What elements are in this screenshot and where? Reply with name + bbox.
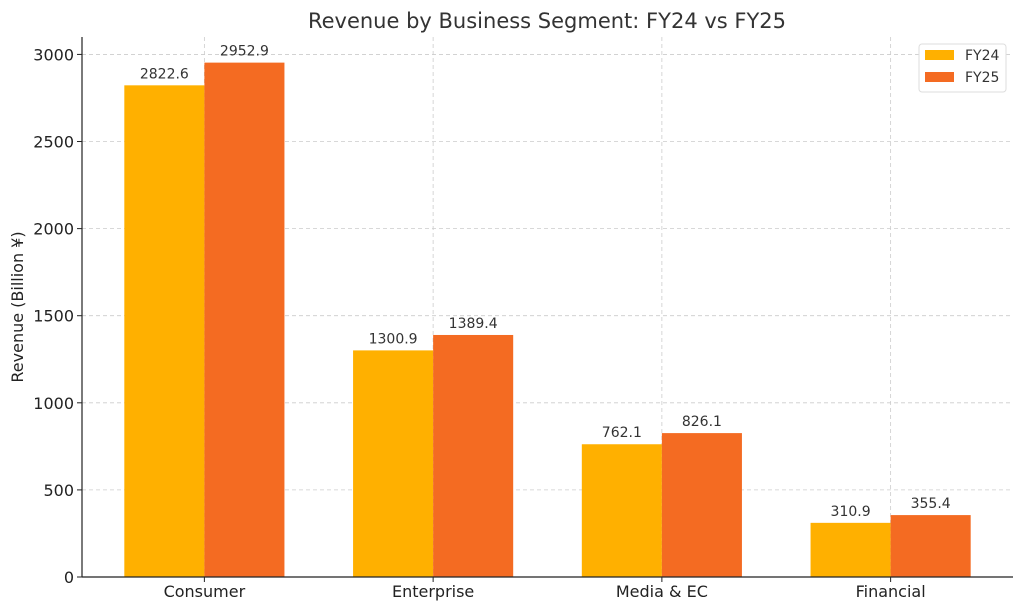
bar-fy25 xyxy=(890,515,971,577)
data-label: 1389.4 xyxy=(449,316,498,332)
y-tick-label: 500 xyxy=(43,481,74,500)
legend-swatch-fy24 xyxy=(925,50,954,60)
bar-fy24 xyxy=(353,350,434,577)
x-tick-label: Financial xyxy=(856,582,926,601)
data-label: 355.4 xyxy=(911,496,951,512)
bar-fy25 xyxy=(204,62,285,577)
data-label: 310.9 xyxy=(831,504,871,520)
y-tick-label: 0 xyxy=(64,568,74,587)
data-label: 1300.9 xyxy=(369,331,418,347)
x-tick-label: Enterprise xyxy=(392,582,474,601)
data-label: 2952.9 xyxy=(220,44,269,60)
y-tick-label: 1000 xyxy=(33,394,74,413)
legend-label: FY25 xyxy=(965,70,999,86)
data-label: 762.1 xyxy=(602,425,642,441)
bars: 2822.6 1300.9 762.1 310.9 2952.9 1389.4 826.1 3… xyxy=(124,44,971,577)
bar-fy24 xyxy=(124,85,205,577)
legend-swatch-fy25 xyxy=(925,72,954,82)
y-tick-label: 3000 xyxy=(33,45,74,64)
x-tick-label: Consumer xyxy=(164,582,246,601)
x-tick-label: Media & EC xyxy=(616,582,708,601)
y-axis-label: Revenue (Billion ¥) xyxy=(8,231,27,382)
bar-fy25 xyxy=(433,334,514,577)
legend: FY24 FY25 xyxy=(918,43,1007,93)
axes: 0 500 1000 1500 2000 2500 3000 Consumer Enterpri… xyxy=(33,37,1013,601)
bar-fy24 xyxy=(581,444,662,577)
legend-label: FY24 xyxy=(965,48,1000,64)
bar-fy24 xyxy=(810,522,891,577)
chart-title: Revenue by Business Segment: FY24 vs FY2… xyxy=(308,9,786,33)
y-tick-label: 1500 xyxy=(33,307,74,326)
y-tick-label: 2000 xyxy=(33,220,74,239)
bar-fy25 xyxy=(661,433,742,577)
y-tick-label: 2500 xyxy=(33,133,74,152)
data-label: 826.1 xyxy=(682,414,722,430)
data-label: 2822.6 xyxy=(140,66,189,82)
